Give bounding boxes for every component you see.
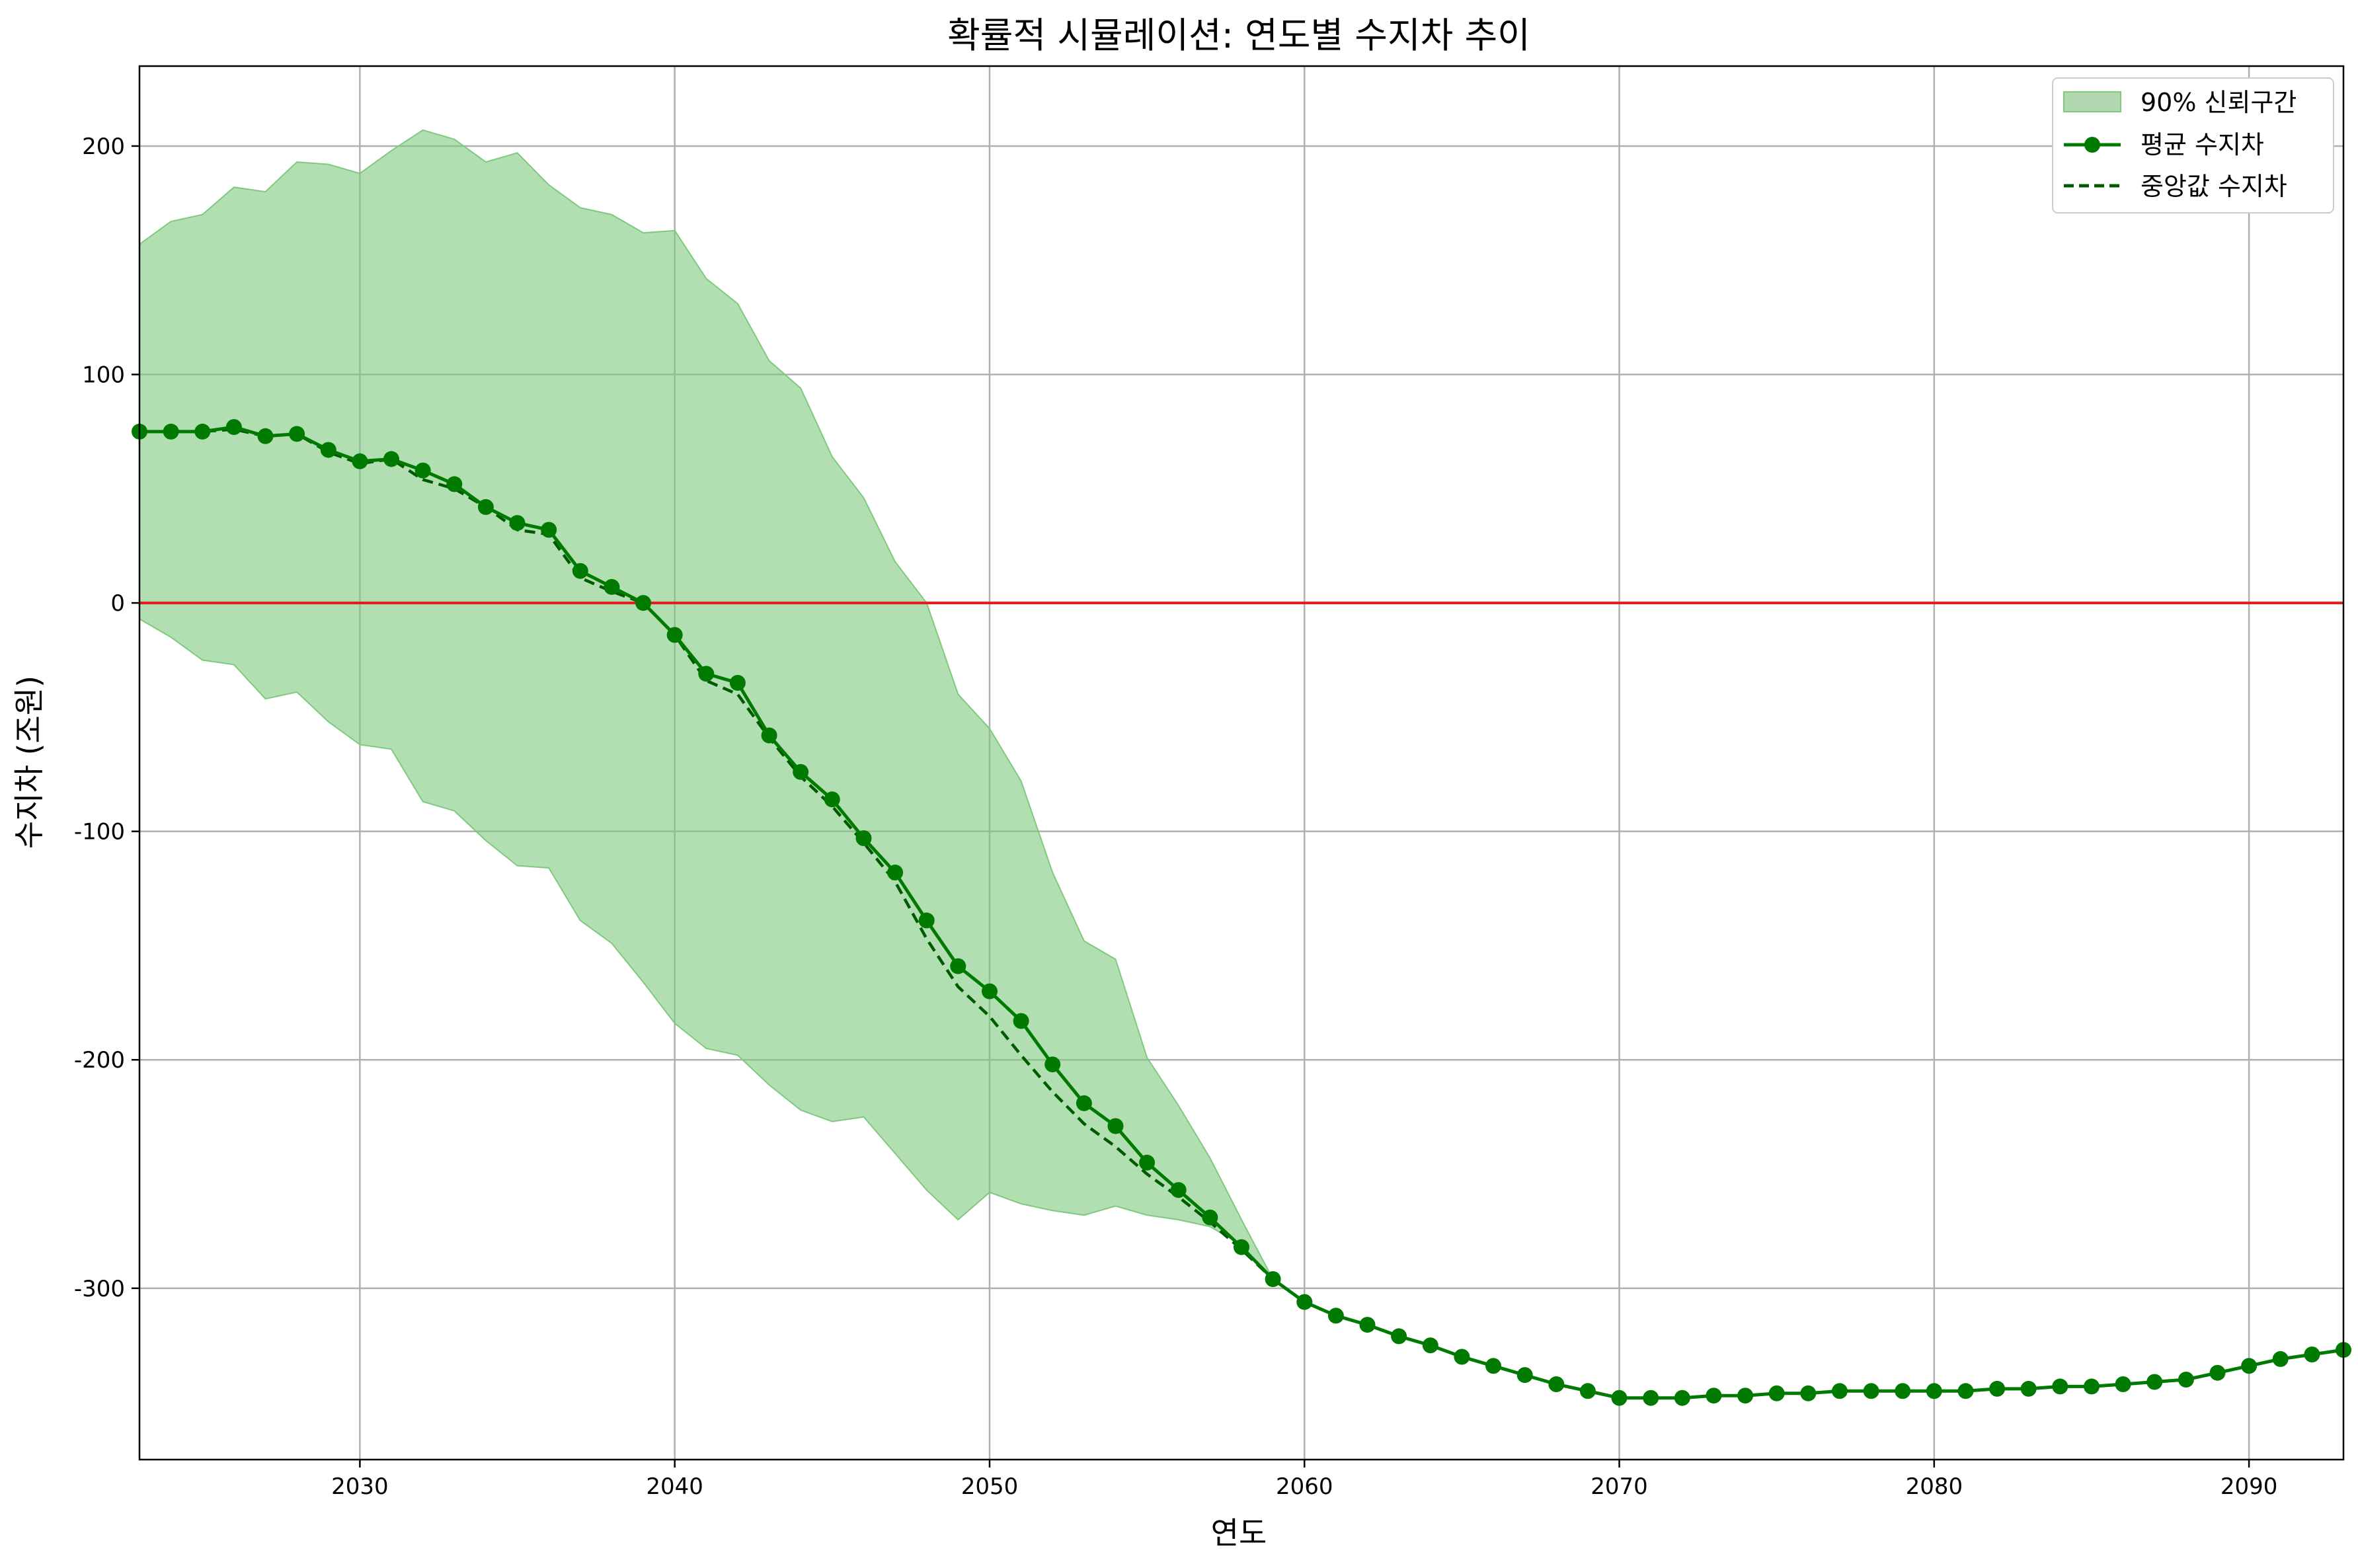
plot-frame [138,65,2345,1461]
mean-point [477,499,494,515]
mean-point [2146,1374,2163,1390]
mean-point [2084,1378,2100,1395]
mean-point [1895,1383,1911,1399]
mean-point [163,423,179,440]
legend-frame [2052,77,2334,214]
mean-point [635,595,652,611]
mean-point [1391,1328,1407,1345]
mean-point [446,476,463,492]
mean-point [1800,1385,1817,1401]
y-axis-ticks: -300 -200 -100 0 100 200 [74,134,139,1302]
mean-point [1706,1388,1722,1404]
mean-point [761,727,777,744]
x-tick-label: 2030 [331,1473,389,1500]
mean-point [2209,1364,2226,1381]
mean-point [194,423,211,440]
mean-point [1265,1271,1281,1287]
legend-band-swatch [2063,91,2121,112]
mean-point [1831,1383,1848,1399]
mean-point [918,912,935,929]
x-axis-label: 연도 [1211,1515,1267,1551]
mean-point [1989,1380,2006,1397]
mean-point [1454,1349,1470,1365]
mean-point [414,462,431,479]
mean-point [1202,1209,1218,1226]
mean-point [1139,1154,1156,1171]
mean-point [1076,1095,1092,1111]
x-tick-label: 2080 [1906,1473,1963,1500]
mean-point [2304,1347,2320,1362]
confidence-band-area [139,129,2344,1399]
mean-point [2052,1378,2068,1395]
y-tick-label: 100 [82,362,125,389]
mean-point [225,419,242,435]
mean-point [1863,1383,1879,1399]
mean-point [383,451,399,467]
mean-point [1107,1118,1124,1134]
y-tick-label: 200 [82,134,125,160]
legend-band-label: 90% 신뢰구간 [2141,88,2297,117]
mean-point [1516,1367,1533,1384]
y-tick-label: 0 [110,590,125,617]
mean-point [1296,1294,1313,1310]
x-tick-label: 2060 [1276,1473,1333,1500]
mean-point [352,453,368,469]
mean-point [572,563,588,579]
legend-median-label: 중앙값 수지차 [2141,172,2287,201]
mean-point [1548,1376,1565,1392]
mean-point [1579,1383,1596,1399]
x-tick-label: 2040 [646,1473,703,1500]
mean-point [666,627,683,643]
mean-point [604,578,620,595]
mean-point [1485,1358,1501,1374]
y-tick-label: -100 [74,819,125,845]
y-axis-label: 수지차 (조원) [11,676,47,849]
mean-point [1170,1182,1187,1198]
mean-point [289,426,305,442]
legend-mean-marker [2084,137,2100,153]
chart-title: 확률적 시뮬레이션: 연도별 수지차 추이 [947,15,1530,56]
mean-point [793,764,809,780]
mean-point [2020,1380,2037,1397]
mean-point [1044,1056,1061,1073]
mean-point [887,864,904,881]
mean-point [320,442,336,458]
mean-point [1737,1388,1754,1404]
y-tick-label: -200 [74,1047,125,1074]
mean-point [2115,1376,2131,1392]
mean-series [132,419,2351,1406]
x-tick-label: 2090 [2220,1473,2278,1500]
legend: 90% 신뢰구간 평균 수지차 중앙값 수지차 [2052,77,2334,214]
mean-point [1674,1390,1690,1406]
x-tick-label: 2070 [1591,1473,1648,1500]
mean-point [1013,1013,1029,1029]
mean-point [509,515,526,531]
mean-point [698,666,715,682]
mean-point [257,428,274,444]
legend-mean-label: 평균 수지차 [2141,130,2264,159]
mean-point [855,830,872,846]
confidence-band [139,129,2344,1399]
mean-point [2272,1351,2289,1367]
mean-point [1234,1239,1249,1255]
mean-point [982,983,998,1000]
mean-point [1926,1383,1942,1399]
mean-point [1957,1383,1974,1399]
mean-point [1643,1390,1659,1406]
x-axis-ticks: 2030 2040 2050 2060 2070 2080 2090 [331,1460,2277,1500]
x-tick-label: 2050 [961,1473,1019,1500]
mean-point [2178,1372,2194,1388]
mean-point [1422,1337,1438,1354]
mean-point [824,791,840,808]
mean-point [729,675,746,691]
mean-point [1359,1317,1376,1333]
mean-point [2241,1358,2258,1374]
mean-point [541,522,557,538]
mean-point [950,958,966,974]
mean-point [1768,1385,1785,1401]
mean-point [1611,1390,1628,1406]
mean-point [1327,1308,1344,1324]
y-tick-label: -300 [74,1276,125,1302]
